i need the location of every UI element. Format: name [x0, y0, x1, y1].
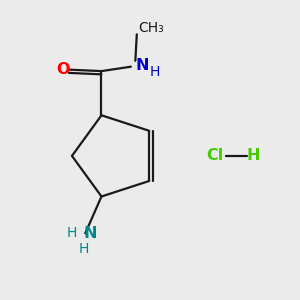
Text: O: O	[56, 62, 69, 77]
Text: H: H	[246, 148, 260, 164]
Text: CH₃: CH₃	[138, 21, 164, 35]
Text: H: H	[67, 226, 77, 240]
Text: H: H	[150, 65, 160, 79]
Text: Cl: Cl	[206, 148, 224, 164]
Text: H: H	[79, 242, 89, 256]
Text: N: N	[84, 226, 97, 241]
Text: N: N	[135, 58, 149, 73]
